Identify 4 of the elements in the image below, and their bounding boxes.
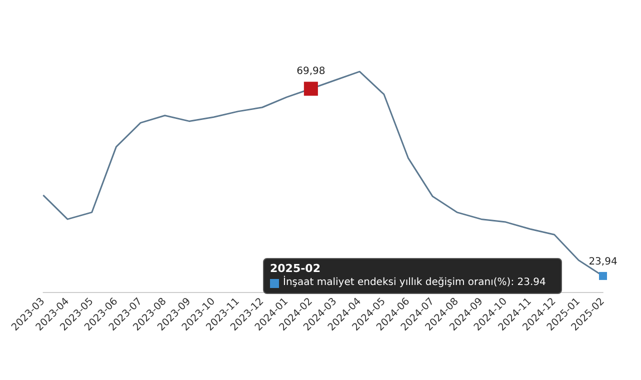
annotation: 2025-02 — [270, 262, 322, 276]
tooltip-panel: 2025-02 İnşaat maliyet endeksi yıllık değişim oranı(%): 23.94 — [263, 258, 562, 294]
data-label: 23,94 — [588, 256, 618, 268]
data-label: 69,98 — [296, 66, 326, 78]
